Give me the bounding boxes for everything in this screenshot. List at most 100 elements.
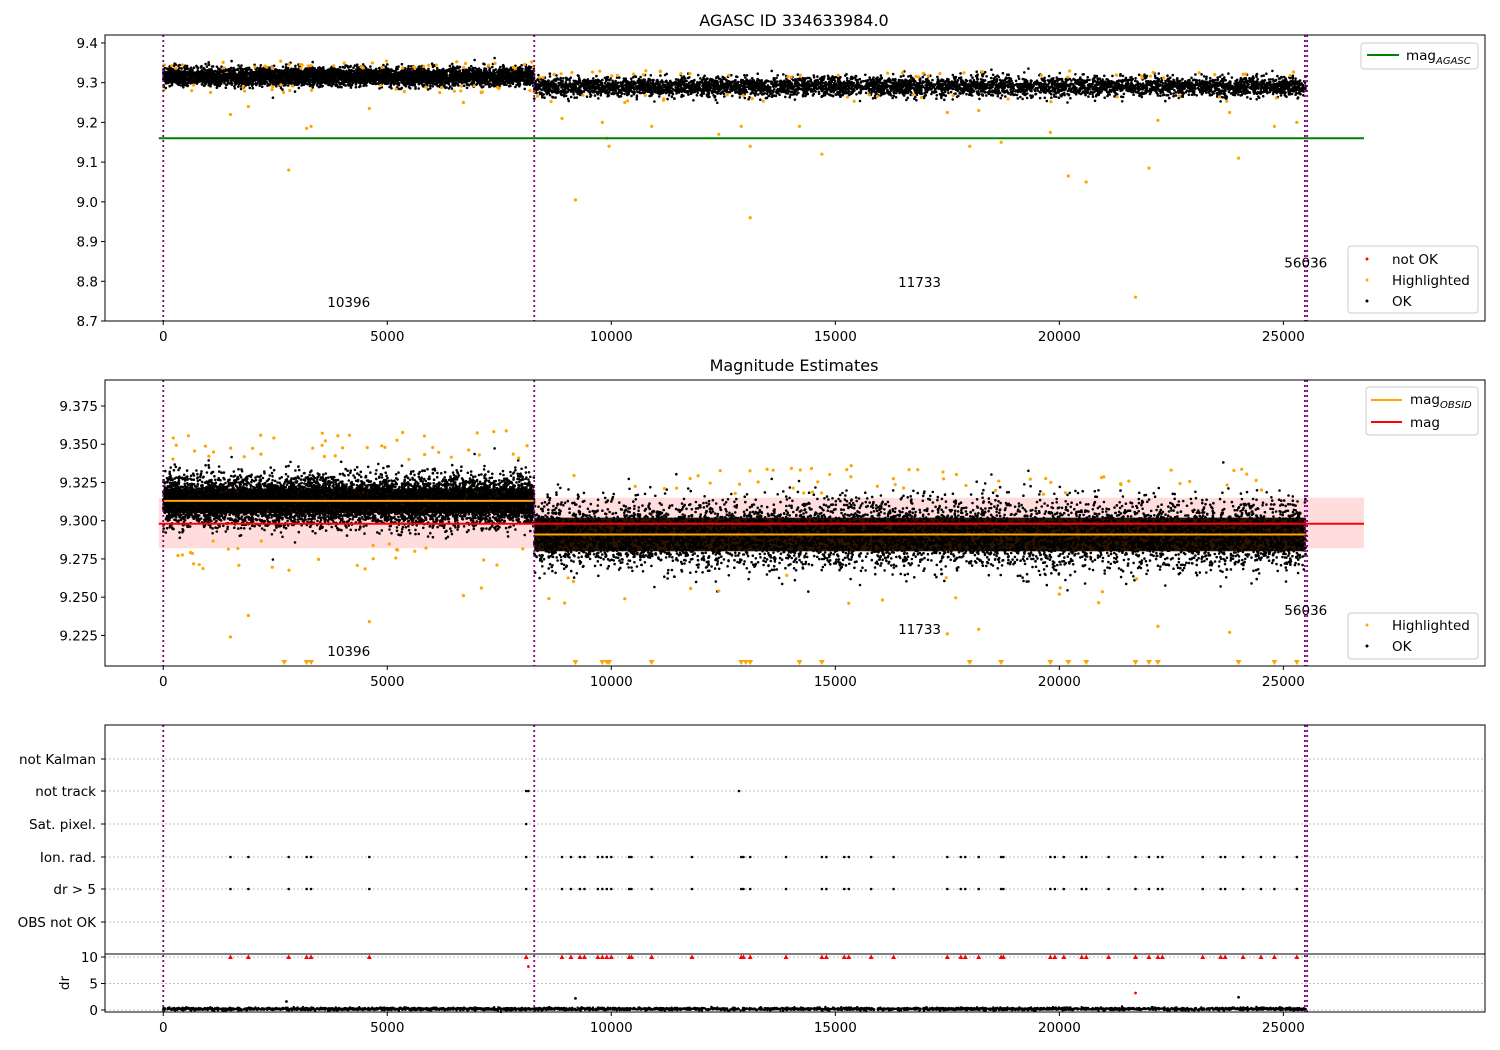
highlighted-point xyxy=(246,613,250,618)
highlighted-point xyxy=(1115,95,1119,99)
flag-point xyxy=(368,855,371,859)
flag-point xyxy=(287,887,291,891)
clipped-dr-marker xyxy=(1159,954,1165,959)
plot-frame xyxy=(104,724,1486,1013)
highlighted-point xyxy=(1044,476,1048,481)
x-tick-label: 15000 xyxy=(814,1020,857,1036)
clipped-marker xyxy=(606,660,613,665)
dr-point xyxy=(1237,995,1240,999)
highlighted-point xyxy=(598,69,602,73)
y-tick-label: 9.1 xyxy=(77,155,98,171)
y-tick-label: 8.7 xyxy=(77,314,98,330)
highlighted-point xyxy=(180,553,185,557)
highlighted-point xyxy=(279,59,283,63)
clipped-dr-marker xyxy=(577,954,583,959)
clipped-dr-marker xyxy=(649,954,655,959)
highlighted-point xyxy=(197,563,201,567)
highlighted-point xyxy=(221,60,225,64)
flag-point xyxy=(1295,887,1299,891)
flag-point xyxy=(1161,887,1164,891)
highlighted-point xyxy=(789,466,794,470)
clipped-dr-marker xyxy=(308,954,314,959)
x-tick-label: 10000 xyxy=(590,674,633,690)
highlighted-point xyxy=(347,433,352,437)
highlighted-point xyxy=(288,88,292,93)
highlighted-point xyxy=(718,469,722,473)
highlighted-point xyxy=(242,89,247,93)
highlighted-point xyxy=(1188,479,1192,484)
highlighted-point xyxy=(270,87,274,92)
highlighted-point xyxy=(797,124,802,128)
highlighted-point xyxy=(891,476,895,481)
flag-point xyxy=(820,887,824,891)
clipped-dr-marker xyxy=(891,954,897,959)
obsid-label: 10396 xyxy=(327,295,370,311)
highlighted-point xyxy=(875,94,879,98)
highlighted-point xyxy=(552,72,556,77)
highlighted-point xyxy=(459,84,463,88)
highlighted-point xyxy=(371,543,375,548)
x-tick-label: 20000 xyxy=(1038,1020,1081,1036)
highlighted-point xyxy=(547,596,551,601)
highlighted-point xyxy=(1066,75,1070,79)
highlighted-point xyxy=(263,64,267,68)
highlighted-point xyxy=(951,93,955,98)
highlighted-point xyxy=(911,93,915,97)
highlighted-point xyxy=(367,106,371,111)
highlighted-point xyxy=(290,84,295,88)
flag-point xyxy=(524,855,528,859)
flag-point xyxy=(748,887,752,891)
flag-point xyxy=(946,855,949,859)
clipped-dr-marker xyxy=(747,954,753,959)
highlighted-point xyxy=(493,61,497,66)
flag-point xyxy=(739,855,743,859)
highlighted-point xyxy=(394,87,398,91)
flag-point xyxy=(946,887,949,891)
highlighted-point xyxy=(571,579,576,584)
highlighted-point xyxy=(1288,73,1292,78)
highlighted-point xyxy=(272,436,276,440)
highlighted-point xyxy=(486,63,491,67)
obsid-label: 11733 xyxy=(898,275,941,291)
highlighted-point xyxy=(173,66,178,70)
clipped-marker xyxy=(308,660,315,665)
highlighted-point xyxy=(400,430,405,435)
y-tick-label: 9.350 xyxy=(59,437,98,453)
flag-point xyxy=(999,887,1003,891)
highlighted-point xyxy=(370,61,375,65)
highlighted-point xyxy=(181,63,185,67)
highlighted-point xyxy=(849,475,853,479)
highlighted-point xyxy=(242,455,246,459)
highlighted-point xyxy=(459,89,463,93)
flag-point xyxy=(305,887,308,891)
highlighted-point xyxy=(563,601,567,605)
obsid-label: 56036 xyxy=(1284,255,1327,271)
highlighted-point xyxy=(1240,467,1244,471)
flag-point xyxy=(892,855,895,859)
highlighted-point xyxy=(237,563,241,567)
highlighted-point xyxy=(623,100,627,105)
highlighted-point xyxy=(615,73,619,77)
clipped-dr-marker xyxy=(1240,954,1246,959)
highlighted-point xyxy=(1140,76,1144,80)
highlighted-point xyxy=(1066,174,1070,178)
x-tick-label: 15000 xyxy=(814,329,857,345)
highlighted-point xyxy=(1232,468,1236,473)
flag-point xyxy=(368,887,371,891)
highlighted-point xyxy=(541,75,545,80)
highlighted-point xyxy=(1063,491,1068,495)
highlighted-point xyxy=(496,85,500,89)
highlighted-point xyxy=(259,433,263,437)
highlighted-point xyxy=(438,90,442,95)
flag-point xyxy=(650,855,653,859)
highlighted-point xyxy=(1291,70,1296,74)
legend-reference: magAGASC xyxy=(1360,42,1479,70)
highlighted-point xyxy=(1147,166,1151,170)
highlighted-point xyxy=(559,72,563,76)
flag-point xyxy=(1053,887,1057,891)
highlighted-point xyxy=(384,59,389,63)
clipped-dr-marker xyxy=(1294,954,1300,959)
flag-point xyxy=(1161,855,1164,859)
y-tick-label: 9.250 xyxy=(59,590,98,606)
highlighted-point xyxy=(689,586,693,591)
